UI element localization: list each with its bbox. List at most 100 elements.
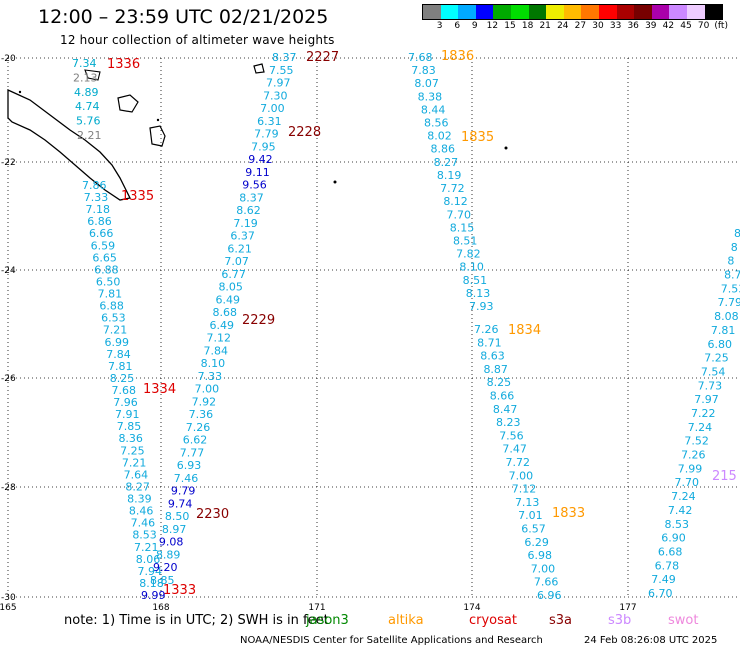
track-e-value: 6.57: [521, 523, 546, 536]
track-f-value: 7.81: [711, 324, 736, 337]
color-scale-label: 30: [592, 21, 604, 31]
longitude-label: 171: [308, 603, 325, 613]
track-c-value: 9.74: [168, 497, 193, 510]
color-scale-label: 24: [557, 21, 569, 31]
pass-label-1333: 1333: [163, 583, 196, 598]
longitude-label: 177: [619, 603, 636, 613]
track-c-value: 9.79: [171, 485, 196, 498]
track-c-value: 7.30: [263, 89, 288, 102]
track-d-value: 8.07: [414, 77, 439, 90]
pass-label-215: 215: [712, 469, 737, 484]
track-b-value: 7.64: [124, 468, 149, 481]
color-swatch: [546, 5, 564, 19]
track-e-value: 7.00: [509, 469, 534, 482]
track-f-value: 7.49: [651, 573, 676, 586]
longitude-label: 168: [152, 603, 169, 613]
track-b-value: 8.39: [127, 493, 152, 506]
latitude-label: -30: [1, 593, 16, 603]
legend-item-s3b: s3b: [608, 613, 632, 628]
track-f-value: 7.73: [698, 379, 723, 392]
track-b-value: 6.88: [94, 263, 119, 276]
track-e-value: 6.98: [528, 549, 553, 562]
track-c-value: 9.56: [242, 179, 267, 192]
island-small-a: [253, 63, 265, 74]
track-c-value: 8.10: [201, 357, 226, 370]
track-d-value: 7.68: [408, 51, 433, 64]
track-b-value: 7.94: [138, 565, 163, 578]
track-a-value: 4.74: [75, 100, 100, 113]
track-d-value: 7.83: [411, 64, 436, 77]
track-f-value: 8: [731, 241, 738, 254]
track-b-value: 8.46: [129, 505, 154, 518]
track-f-value: 8: [727, 255, 734, 268]
color-swatch: [440, 5, 459, 19]
pass-label-2227: 2227: [306, 50, 339, 65]
track-a-value: 2.13: [73, 71, 98, 84]
track-f-value: 7.22: [691, 407, 716, 420]
color-scale-label: 39: [645, 21, 657, 31]
track-d-value: 8.86: [430, 143, 455, 156]
track-d-value: 8.38: [418, 90, 443, 103]
track-f-value: 6.90: [661, 532, 686, 545]
track-f-value: 7.53: [721, 282, 740, 295]
pass-label-2230: 2230: [196, 507, 229, 522]
track-b-value: 7.46: [131, 517, 156, 530]
track-b-value: 7.68: [112, 384, 137, 397]
color-scale-labels: 3 6 9 12 15 18 21 24 27 30 33 36 39 42 45 70 (ft): [422, 21, 740, 33]
track-b-value: 8.18: [139, 577, 164, 590]
track-c-value: 6.93: [177, 459, 202, 472]
islet-a: [504, 146, 508, 150]
track-e-value: 7.01: [518, 509, 543, 522]
track-c-value: 9.08: [159, 536, 184, 549]
longitude-label: 174: [463, 603, 480, 613]
island-loyalty-1: [117, 94, 139, 113]
color-swatch: [423, 5, 441, 19]
pass-label-1836: 1836: [441, 49, 474, 64]
track-d-value: 8.19: [437, 169, 462, 182]
track-c-value: 7.79: [254, 128, 279, 141]
color-scale-label: (ft): [714, 21, 728, 31]
latitude-label: -24: [1, 266, 16, 276]
track-f-value: 7.24: [688, 421, 713, 434]
track-d-value: 8.27: [434, 156, 459, 169]
track-c-value: 7.00: [195, 383, 220, 396]
track-b-value: 7.25: [120, 444, 145, 457]
color-swatch: [651, 5, 670, 19]
track-c-value: 7.33: [198, 370, 223, 383]
track-c-value: 6.49: [210, 319, 235, 332]
track-b-value: 8.27: [125, 480, 150, 493]
track-c-value: 7.84: [204, 344, 229, 357]
track-b-value: 7.91: [115, 408, 139, 421]
color-swatch: [686, 5, 705, 19]
track-e-value: 8.47: [493, 403, 518, 416]
color-swatch: [475, 5, 494, 19]
track-b-value: 7.81: [98, 288, 123, 301]
track-d-value: 7.93: [469, 300, 494, 313]
track-f-value: 7.42: [668, 504, 693, 517]
track-a-value: 7.34: [72, 57, 97, 70]
track-b-value: 8.25: [110, 372, 135, 385]
island-loyalty-2: [149, 125, 166, 147]
track-f-value: 7.54: [701, 365, 726, 378]
track-b-value: 6.86: [87, 215, 112, 228]
track-b-value: 7.86: [82, 179, 107, 192]
pass-label-1336: 1336: [107, 57, 140, 72]
track-b-value: 6.88: [99, 300, 124, 313]
track-c-value: 6.37: [230, 230, 255, 243]
track-e-value: 7.13: [515, 496, 540, 509]
track-e-value: 8.23: [496, 416, 521, 429]
islet-d: [18, 90, 22, 94]
pass-label-1334: 1334: [143, 382, 176, 397]
track-c-value: 8.97: [162, 523, 187, 536]
track-e-value: 8.66: [490, 390, 515, 403]
track-c-value: 7.19: [233, 217, 258, 230]
color-swatch: [581, 5, 599, 19]
track-b-value: 8.36: [118, 432, 143, 445]
color-swatch: [598, 5, 617, 19]
note-text: note: 1) Time is in UTC; 2) SWH is in fe…: [64, 613, 329, 628]
track-b-value: 7.18: [85, 203, 110, 216]
color-scale-label: 3: [436, 21, 443, 31]
color-scale-label: 45: [680, 21, 692, 31]
track-c-value: 6.21: [227, 242, 252, 255]
